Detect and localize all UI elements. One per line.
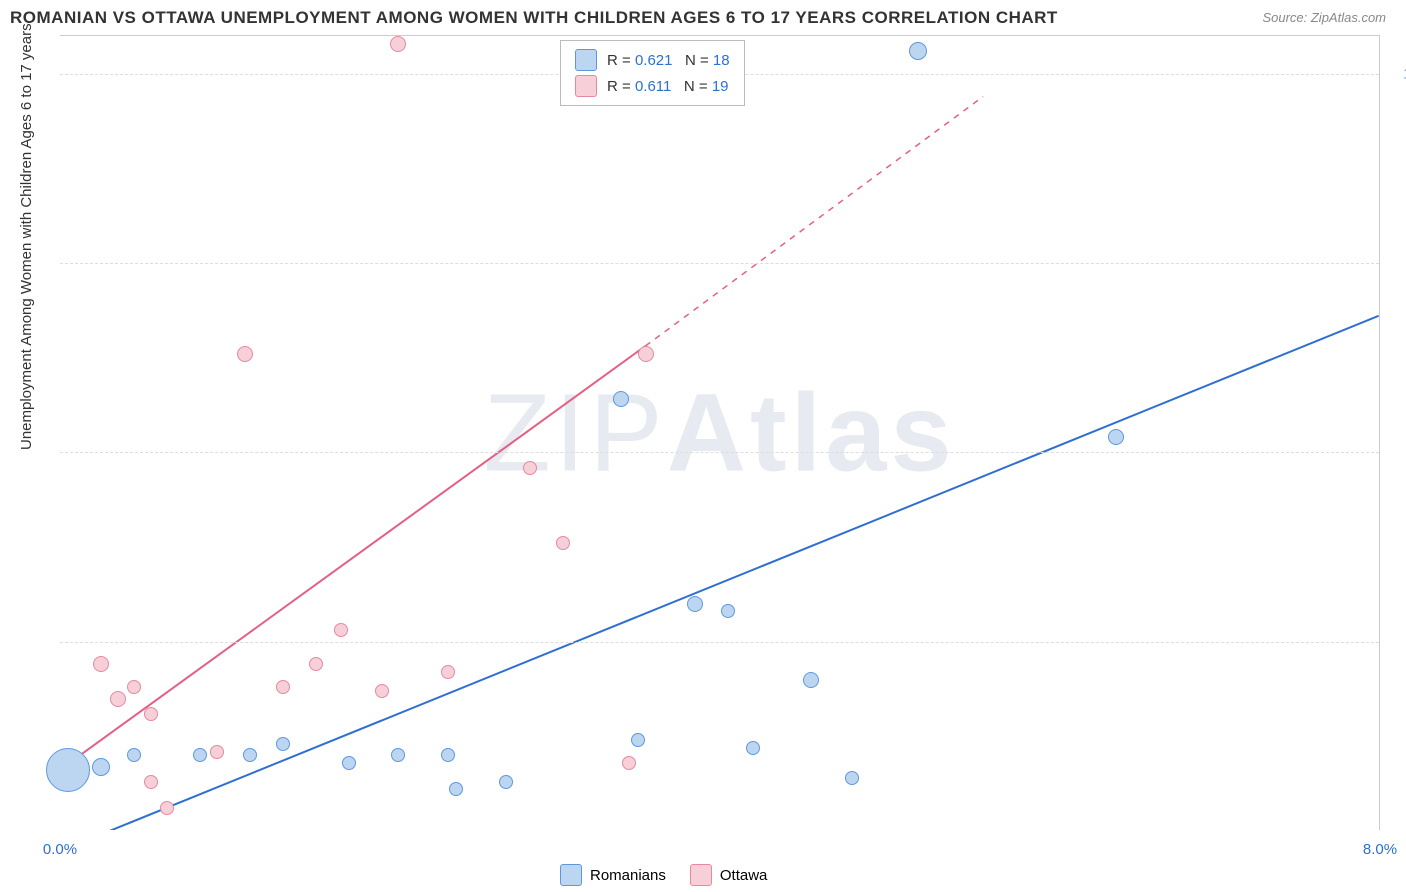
ottawa-point [523, 461, 537, 475]
x-tick-label: 0.0% [43, 841, 77, 858]
romanians-point [721, 604, 735, 618]
romanians-point [193, 748, 207, 762]
romanians-point [746, 741, 760, 755]
correlation-legend: R = 0.621 N = 18 R = 0.611 N = 19 [560, 40, 745, 106]
x-tick-label: 8.0% [1363, 841, 1397, 858]
ottawa-point [375, 684, 389, 698]
ottawa-point [127, 680, 141, 694]
ottawa-point [441, 665, 455, 679]
y-tick-label: 100.0% [1389, 65, 1406, 82]
ottawa-point [309, 657, 323, 671]
ottawa-point [144, 775, 158, 789]
romanians-point [613, 391, 629, 407]
series-legend-item-romanians: Romanians [560, 864, 666, 886]
ottawa-swatch [575, 75, 597, 97]
gridline [60, 452, 1379, 453]
ottawa-point [210, 745, 224, 759]
ottawa-point [110, 691, 126, 707]
y-tick-label: 50.0% [1389, 444, 1406, 461]
ottawa-point [622, 756, 636, 770]
legend-row-romanians: R = 0.621 N = 18 [575, 47, 730, 73]
legend-row-ottawa: R = 0.611 N = 19 [575, 73, 730, 99]
watermark-bold: Atlas [667, 372, 956, 495]
romanians-swatch [575, 49, 597, 71]
series-legend-label: Romanians [590, 867, 666, 884]
series-legend-label: Ottawa [720, 867, 768, 884]
trend-lines [60, 36, 1379, 830]
romanians-point [276, 737, 290, 751]
y-tick-label: 25.0% [1389, 633, 1406, 650]
y-axis-label: Unemployment Among Women with Children A… [18, 23, 35, 450]
romanians-point [449, 782, 463, 796]
romanians-swatch [560, 864, 582, 886]
ottawa-point [93, 656, 109, 672]
romanians-point [909, 42, 927, 60]
source-attribution: Source: ZipAtlas.com [1262, 10, 1386, 25]
plot-area: ZIPAtlas 25.0%50.0%75.0%100.0%0.0%8.0% [60, 35, 1380, 830]
ottawa-point [144, 707, 158, 721]
ottawa-point [638, 346, 654, 362]
ottawa-trendline-extrapolated [645, 96, 983, 346]
romanians-point [499, 775, 513, 789]
ottawa-point [160, 801, 174, 815]
romanians-point [687, 596, 703, 612]
legend-stat-text: R = 0.611 N = 19 [607, 78, 729, 95]
romanians-point [92, 758, 110, 776]
romanians-point [845, 771, 859, 785]
watermark-thin: ZIP [483, 372, 666, 495]
gridline [60, 642, 1379, 643]
y-tick-label: 75.0% [1389, 255, 1406, 272]
romanians-trendline [93, 316, 1378, 830]
ottawa-point [556, 536, 570, 550]
ottawa-swatch [690, 864, 712, 886]
romanians-point [803, 672, 819, 688]
romanians-point [46, 748, 90, 792]
ottawa-point [237, 346, 253, 362]
romanians-point [127, 748, 141, 762]
ottawa-point [276, 680, 290, 694]
gridline [60, 263, 1379, 264]
series-legend: Romanians Ottawa [560, 864, 767, 886]
romanians-point [243, 748, 257, 762]
watermark: ZIPAtlas [483, 370, 955, 497]
romanians-point [391, 748, 405, 762]
romanians-point [441, 748, 455, 762]
romanians-point [1108, 429, 1124, 445]
series-legend-item-ottawa: Ottawa [690, 864, 768, 886]
romanians-point [631, 733, 645, 747]
legend-stat-text: R = 0.621 N = 18 [607, 52, 730, 69]
ottawa-point [390, 36, 406, 52]
romanians-point [342, 756, 356, 770]
chart-title: ROMANIAN VS OTTAWA UNEMPLOYMENT AMONG WO… [10, 8, 1058, 28]
ottawa-point [334, 623, 348, 637]
